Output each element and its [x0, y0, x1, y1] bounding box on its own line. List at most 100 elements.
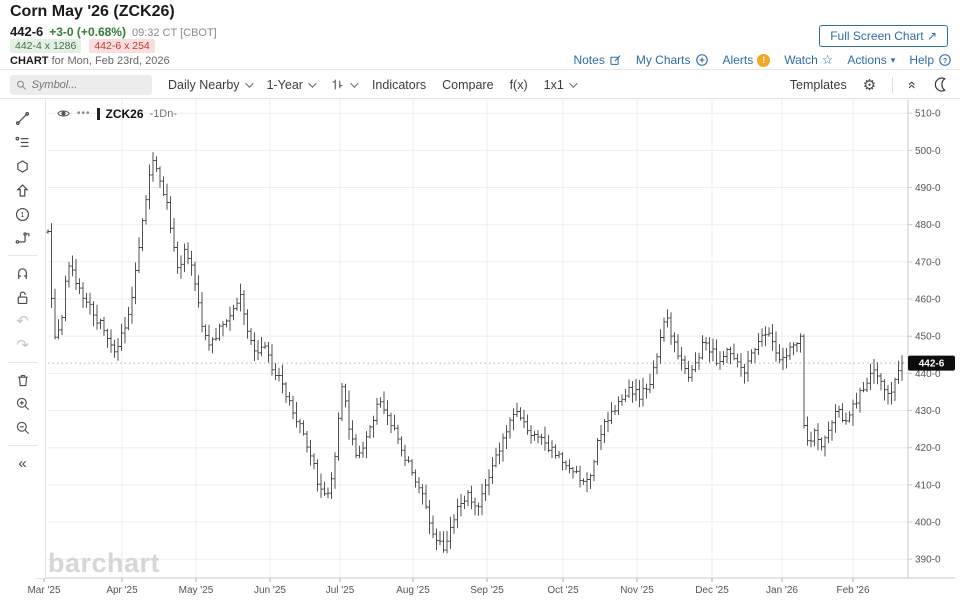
svg-text:Feb '26: Feb '26: [836, 585, 869, 596]
help-link[interactable]: Help ?: [909, 53, 952, 67]
search-icon: [17, 80, 26, 90]
svg-text:Jan '26: Jan '26: [766, 585, 798, 596]
zoom-out-icon[interactable]: [8, 416, 38, 440]
arrow-annotation-tool-icon[interactable]: [8, 178, 38, 202]
svg-text:390-0: 390-0: [915, 555, 941, 566]
settings-gear-icon[interactable]: ⚙: [862, 76, 877, 94]
star-icon: ☆: [821, 52, 834, 67]
chart-legend[interactable]: ••• ZCK26 -1Dn-: [56, 106, 177, 121]
svg-text:420-0: 420-0: [915, 443, 941, 454]
fibonacci-tool-icon[interactable]: [8, 130, 38, 154]
compare-button[interactable]: Compare: [442, 77, 494, 92]
indicators-button[interactable]: Indicators: [371, 77, 427, 92]
external-arrow-icon: ↗: [926, 29, 937, 43]
sidebar-divider: [7, 362, 38, 363]
svg-text:430-0: 430-0: [915, 406, 941, 417]
alert-badge-icon: !: [757, 53, 771, 67]
grid-layout-dropdown[interactable]: 1x1: [544, 78, 578, 92]
series-color-bar: [96, 107, 100, 120]
collapse-sidebar-icon[interactable]: «: [18, 454, 27, 472]
svg-text:442-6: 442-6: [919, 359, 945, 370]
actions-link[interactable]: Actions ▾: [847, 53, 896, 67]
price-change: +3-0 (+0.68%): [49, 25, 126, 39]
svg-text:480-0: 480-0: [915, 220, 941, 231]
undo-icon[interactable]: ↶: [16, 312, 29, 330]
svg-text:?: ?: [943, 58, 947, 65]
alerts-link[interactable]: Alerts !: [723, 53, 771, 67]
numbered-annotation-tool-icon[interactable]: 1: [8, 202, 38, 226]
price-chart[interactable]: 390-0 400-0 410-0 420-0 430-0 440-0 450-0 460-0…: [0, 100, 960, 601]
legend-more-icon[interactable]: •••: [77, 108, 91, 119]
eye-visibility-icon[interactable]: [56, 106, 71, 121]
chevron-down-icon: [350, 78, 359, 88]
svg-text:410-0: 410-0: [915, 480, 941, 491]
svg-text:490-0: 490-0: [915, 183, 941, 194]
svg-text:440-0: 440-0: [915, 369, 941, 380]
help-circle-icon: ?: [939, 54, 951, 66]
bid-pill: 442-4 x 1286: [10, 39, 82, 53]
chart-for-label: CHART: [10, 55, 49, 67]
magnet-tool-icon[interactable]: [8, 261, 38, 285]
collapse-toolbar-icon[interactable]: «: [905, 80, 922, 89]
svg-text:450-0: 450-0: [915, 332, 941, 343]
quote-line: 442-6 +3-0 (+0.68%) 09:32 CT [CBOT]: [10, 24, 217, 39]
toolbar-divider: [892, 76, 894, 93]
chart-for-date: for Mon, Feb 23rd, 2026: [51, 55, 170, 67]
ask-pill: 442-6 x 254: [89, 39, 155, 53]
svg-text:470-0: 470-0: [915, 257, 941, 268]
trash-icon[interactable]: [8, 368, 38, 392]
svg-text:Apr '25: Apr '25: [106, 585, 138, 596]
barchart-watermark: barchart: [48, 548, 161, 578]
fx-button[interactable]: f(x): [509, 77, 528, 92]
chevron-down-icon: [308, 78, 317, 88]
svg-text:500-0: 500-0: [915, 146, 941, 157]
dark-mode-moon-icon[interactable]: [933, 76, 950, 93]
svg-text:Nov '25: Nov '25: [620, 585, 654, 596]
ohlc-bar-type-icon: [332, 79, 343, 90]
unlock-tool-icon[interactable]: [8, 285, 38, 309]
svg-text:400-0: 400-0: [915, 518, 941, 529]
full-screen-chart-button[interactable]: Full Screen Chart ↗: [819, 25, 948, 47]
symbol-search[interactable]: [10, 74, 152, 95]
quote-time: 09:32 CT [CBOT]: [131, 27, 217, 39]
measure-tool-icon[interactable]: [8, 226, 38, 250]
last-price: 442-6: [10, 24, 44, 39]
trend-line-tool-icon[interactable]: [8, 106, 38, 130]
caret-down-icon: ▾: [890, 54, 896, 65]
watch-link[interactable]: Watch ☆: [784, 52, 834, 67]
last-price-tag: [908, 355, 955, 371]
sidebar-divider: [7, 445, 38, 446]
header: Corn May '26 (ZCK26) 442-6 +3-0 (+0.68%)…: [0, 0, 960, 70]
chevron-down-icon: [568, 78, 578, 88]
svg-text:Jul '25: Jul '25: [326, 585, 355, 596]
svg-text:1: 1: [20, 210, 24, 219]
page-title: Corn May '26 (ZCK26): [10, 3, 175, 20]
svg-text:May '25: May '25: [179, 585, 214, 596]
legend-interval: -1Dn-: [149, 107, 178, 120]
svg-text:Aug '25: Aug '25: [396, 585, 430, 596]
my-charts-link[interactable]: My Charts: [636, 53, 709, 67]
zoom-in-icon[interactable]: [8, 392, 38, 416]
redo-icon[interactable]: ↷: [16, 336, 29, 354]
legend-symbol: ZCK26: [105, 106, 144, 121]
drawing-tools-sidebar: 1 ↶ ↷ «: [0, 100, 46, 578]
symbol-search-input[interactable]: [31, 78, 146, 91]
chart-for-line: CHART for Mon, Feb 23rd, 2026: [10, 55, 170, 67]
svg-text:460-0: 460-0: [915, 295, 941, 306]
notes-link[interactable]: Notes: [573, 53, 621, 67]
chart-toolbar: Daily Nearby 1-Year Indicators Compare f…: [0, 71, 960, 99]
sidebar-divider: [7, 255, 38, 256]
chevron-down-icon: [244, 78, 254, 88]
templates-button[interactable]: Templates: [789, 77, 847, 92]
period-dropdown[interactable]: Daily Nearby: [168, 78, 254, 92]
bar-type-dropdown[interactable]: [330, 77, 359, 92]
shapes-tool-icon[interactable]: [8, 154, 38, 178]
header-links: Notes My Charts Alerts ! Watch ☆ Actions…: [573, 52, 952, 68]
svg-text:Mar '25: Mar '25: [27, 585, 60, 596]
bid-ask: 442-4 x 1286 442-6 x 254: [10, 39, 155, 53]
svg-text:510-0: 510-0: [915, 109, 941, 120]
circle-plus-icon: [695, 54, 708, 66]
range-dropdown[interactable]: 1-Year: [267, 78, 317, 92]
chart-area[interactable]: 390-0 400-0 410-0 420-0 430-0 440-0 450-0 460-0…: [0, 100, 960, 601]
